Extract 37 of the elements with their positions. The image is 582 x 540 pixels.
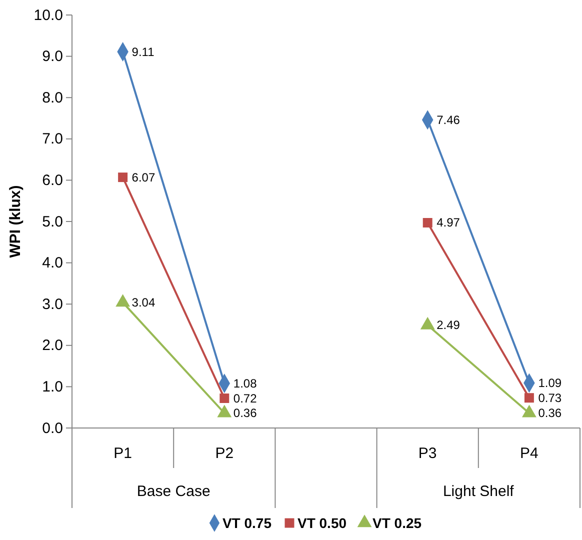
- data-label: 9.11: [132, 44, 155, 59]
- y-tick-label: 1.0: [42, 378, 63, 396]
- legend-label: VT 0.75: [222, 515, 272, 531]
- data-label: 0.73: [538, 390, 562, 405]
- x-tick-label: P3: [418, 445, 437, 462]
- data-label: 1.09: [538, 376, 562, 390]
- x-tick-label: P4: [520, 445, 538, 462]
- data-label: 0.72: [233, 391, 258, 406]
- y-axis-title: WPI (klux): [7, 185, 24, 258]
- y-tick-label: 10.0: [34, 6, 63, 24]
- y-tick-label: 4.0: [42, 254, 63, 272]
- x-tick-label: P1: [114, 445, 132, 462]
- y-tick-label: 8.0: [42, 89, 63, 106]
- x-tick-label: P2: [215, 445, 234, 462]
- text: Base Case: [136, 483, 210, 500]
- data-label: 0.36: [538, 406, 562, 420]
- text: Light Shelf: [442, 483, 515, 500]
- point: [422, 218, 432, 228]
- y-tick-label: 3.0: [42, 296, 63, 313]
- data-label: 6.07: [132, 170, 156, 184]
- y-tick-label: 7.0: [42, 130, 63, 148]
- legend-label: VT 0.25: [372, 515, 422, 531]
- y-tick-label: 0.0: [42, 420, 63, 437]
- y-tick-label: 5.0: [42, 213, 63, 230]
- data-label: 0.36: [233, 406, 258, 420]
- y-tick-label: 6.0: [42, 172, 63, 189]
- data-label: 3.04: [132, 295, 156, 310]
- point: [220, 394, 230, 404]
- data-label: 7.46: [436, 112, 460, 127]
- data-label: 4.97: [436, 216, 460, 230]
- data-label: 1.08: [233, 376, 258, 390]
- data-label: 2.49: [436, 318, 460, 332]
- point: [524, 393, 534, 403]
- y-tick-label: 2.0: [42, 337, 63, 354]
- y-tick-label: 9.0: [42, 48, 63, 66]
- legend-label: VT 0.50: [297, 515, 347, 531]
- point: [118, 172, 128, 182]
